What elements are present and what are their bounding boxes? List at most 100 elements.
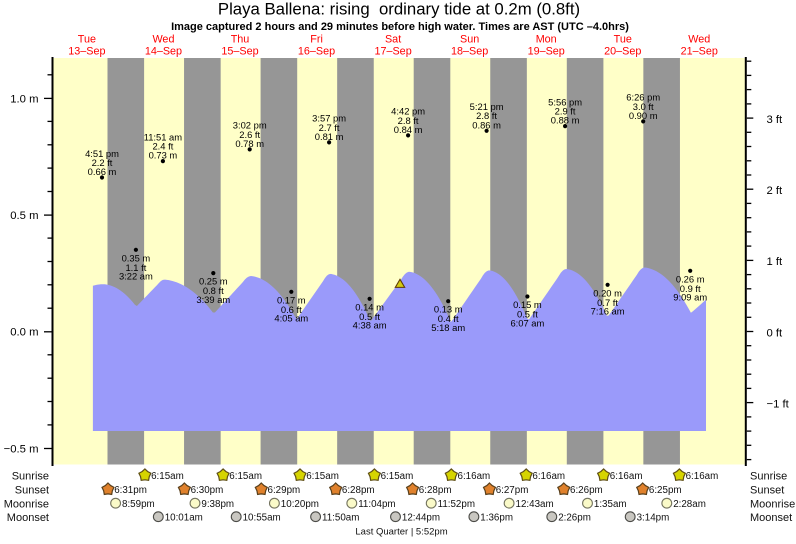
svg-text:0.86 m: 0.86 m: [472, 119, 501, 130]
svg-text:0.88 m: 0.88 m: [551, 115, 580, 126]
svg-text:12:43am: 12:43am: [516, 499, 554, 510]
svg-text:4:05 am: 4:05 am: [274, 313, 308, 324]
svg-text:Sat: Sat: [385, 33, 401, 45]
svg-text:6:30pm: 6:30pm: [191, 485, 224, 496]
svg-text:2:28am: 2:28am: [673, 499, 706, 510]
svg-text:0.35 m: 0.35 m: [122, 252, 151, 263]
svg-text:10:20pm: 10:20pm: [281, 499, 319, 510]
svg-text:10:01am: 10:01am: [165, 513, 203, 524]
svg-text:2.9 ft: 2.9 ft: [555, 106, 576, 117]
svg-text:0.13 m: 0.13 m: [434, 304, 463, 315]
svg-text:7:16 am: 7:16 am: [591, 306, 625, 317]
svg-text:Mon: Mon: [536, 33, 557, 45]
svg-text:Fri: Fri: [310, 33, 323, 45]
svg-text:Moonrise: Moonrise: [4, 498, 49, 510]
svg-text:0.7 ft: 0.7 ft: [597, 297, 618, 308]
svg-text:3.0 ft: 3.0 ft: [633, 101, 654, 112]
svg-text:Image captured 2 hours and 29: Image captured 2 hours and 29 minutes be…: [171, 21, 629, 33]
svg-text:0.25 m: 0.25 m: [199, 276, 228, 287]
svg-text:1.0 m: 1.0 m: [10, 93, 38, 105]
svg-text:2.4 ft: 2.4 ft: [152, 141, 173, 152]
svg-text:0.17 m: 0.17 m: [277, 294, 306, 305]
svg-text:Sunrise: Sunrise: [750, 470, 787, 482]
svg-text:6:15am: 6:15am: [229, 471, 262, 482]
svg-text:0.66 m: 0.66 m: [88, 166, 117, 177]
svg-text:3:57 pm: 3:57 pm: [312, 113, 346, 124]
svg-text:0.90 m: 0.90 m: [629, 110, 658, 121]
svg-text:6:15am: 6:15am: [381, 471, 414, 482]
svg-text:13–Sep: 13–Sep: [68, 46, 105, 58]
svg-text:1 ft: 1 ft: [767, 256, 784, 268]
svg-text:0.84 m: 0.84 m: [394, 124, 423, 135]
svg-text:6:16am: 6:16am: [610, 471, 643, 482]
svg-text:2.6 ft: 2.6 ft: [239, 129, 260, 140]
svg-text:11:50am: 11:50am: [322, 513, 359, 524]
svg-text:0.4 ft: 0.4 ft: [438, 313, 459, 324]
svg-text:16–Sep: 16–Sep: [298, 46, 335, 58]
svg-text:2 ft: 2 ft: [767, 185, 784, 197]
svg-text:Thu: Thu: [231, 33, 250, 45]
svg-text:0.26 m: 0.26 m: [676, 273, 705, 284]
svg-text:6:15am: 6:15am: [151, 471, 184, 482]
svg-text:Moonset: Moonset: [750, 512, 792, 524]
svg-text:6:16am: 6:16am: [458, 471, 491, 482]
svg-text:4:38 am: 4:38 am: [353, 320, 387, 331]
svg-text:3:39 am: 3:39 am: [196, 294, 230, 305]
svg-text:−1 ft: −1 ft: [767, 398, 790, 410]
svg-text:Sunset: Sunset: [15, 484, 49, 496]
svg-text:12:44pm: 12:44pm: [402, 513, 440, 524]
svg-text:6:28pm: 6:28pm: [342, 485, 375, 496]
svg-text:11:04pm: 11:04pm: [358, 499, 395, 510]
svg-text:4:42 pm: 4:42 pm: [391, 106, 425, 117]
svg-text:3:14pm: 3:14pm: [637, 513, 670, 524]
svg-text:3:02 pm: 3:02 pm: [233, 120, 267, 131]
svg-text:8:59pm: 8:59pm: [122, 499, 155, 510]
svg-text:5:56 pm: 5:56 pm: [548, 96, 582, 107]
svg-text:3:22 am: 3:22 am: [119, 271, 153, 282]
svg-text:6:27pm: 6:27pm: [496, 485, 529, 496]
svg-text:6:25pm: 6:25pm: [649, 485, 682, 496]
svg-text:17–Sep: 17–Sep: [374, 46, 411, 58]
svg-text:Wed: Wed: [688, 33, 710, 45]
svg-text:0.8 ft: 0.8 ft: [203, 285, 224, 296]
svg-text:0.0 m: 0.0 m: [10, 327, 38, 339]
svg-text:Wed: Wed: [152, 33, 174, 45]
svg-text:9:09 am: 9:09 am: [673, 292, 707, 303]
svg-text:0.20 m: 0.20 m: [593, 287, 622, 298]
svg-text:0.9 ft: 0.9 ft: [680, 283, 701, 294]
svg-text:Sun: Sun: [460, 33, 479, 45]
svg-text:Tue: Tue: [614, 33, 632, 45]
svg-text:6:16am: 6:16am: [532, 471, 565, 482]
svg-text:11:51 am: 11:51 am: [144, 131, 183, 142]
svg-text:0.6 ft: 0.6 ft: [281, 304, 302, 315]
svg-text:15–Sep: 15–Sep: [221, 46, 258, 58]
svg-text:Moonrise: Moonrise: [750, 498, 795, 510]
svg-text:18–Sep: 18–Sep: [451, 46, 488, 58]
svg-text:0.15 m: 0.15 m: [513, 299, 542, 310]
svg-text:0.5 ft: 0.5 ft: [517, 309, 538, 320]
svg-text:4:51 pm: 4:51 pm: [85, 148, 119, 159]
svg-text:Tue: Tue: [78, 33, 96, 45]
svg-text:3 ft: 3 ft: [767, 114, 784, 126]
svg-text:2:26pm: 2:26pm: [558, 513, 591, 524]
svg-text:19–Sep: 19–Sep: [528, 46, 565, 58]
svg-text:6:28pm: 6:28pm: [419, 485, 452, 496]
svg-text:2.7 ft: 2.7 ft: [319, 122, 340, 133]
svg-text:20–Sep: 20–Sep: [604, 46, 641, 58]
svg-text:10:55am: 10:55am: [243, 513, 281, 524]
svg-text:0.73 m: 0.73 m: [149, 150, 178, 161]
svg-text:−0.5 m: −0.5 m: [4, 443, 39, 455]
svg-text:6:31pm: 6:31pm: [114, 485, 147, 496]
svg-text:0.5 m: 0.5 m: [10, 210, 38, 222]
svg-text:6:07 am: 6:07 am: [510, 317, 544, 328]
svg-text:0.5 ft: 0.5 ft: [359, 311, 380, 322]
svg-text:2.8 ft: 2.8 ft: [476, 110, 497, 121]
svg-text:6:26pm: 6:26pm: [570, 485, 603, 496]
svg-text:1.1 ft: 1.1 ft: [125, 262, 146, 273]
svg-text:9:38pm: 9:38pm: [201, 499, 234, 510]
svg-text:21–Sep: 21–Sep: [681, 46, 718, 58]
svg-text:2.2 ft: 2.2 ft: [92, 157, 113, 168]
svg-text:5:21 pm: 5:21 pm: [470, 101, 504, 112]
svg-text:Sunset: Sunset: [750, 484, 784, 496]
svg-text:6:16am: 6:16am: [686, 471, 719, 482]
